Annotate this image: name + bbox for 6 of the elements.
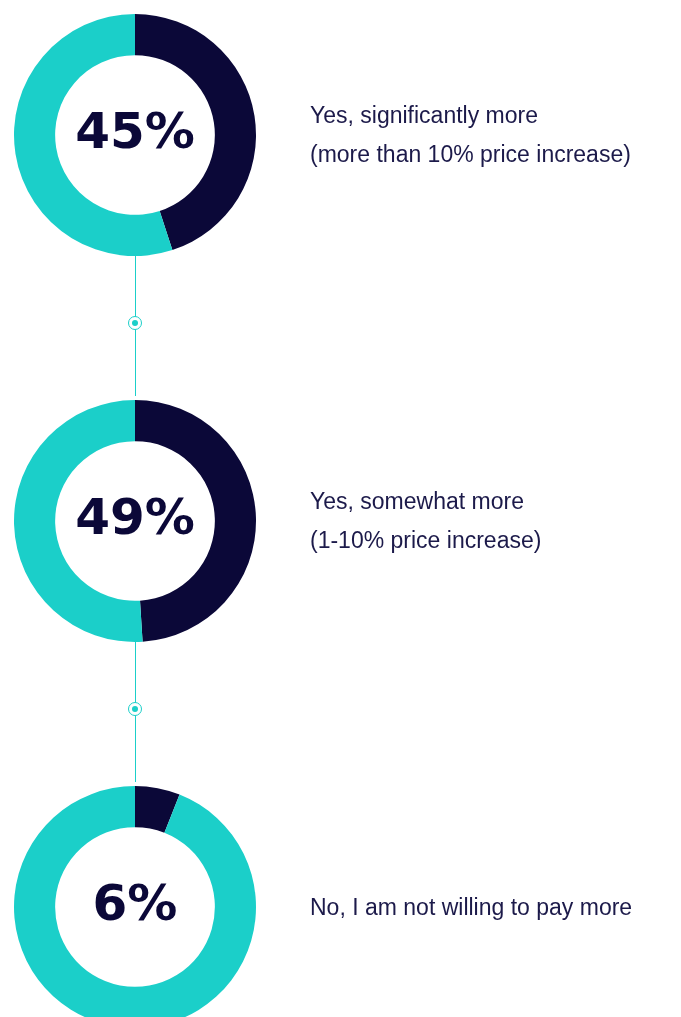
text: No, I am not willing to pay more xyxy=(310,892,633,922)
data-label: 45% xyxy=(75,101,195,160)
text: Yes, significantly more (more than 10% price increase) xyxy=(310,101,631,169)
data-label: 49% xyxy=(75,487,195,546)
data-label: 6% xyxy=(92,873,178,932)
text: Yes, somewhat more (1-10% price increase) xyxy=(310,487,542,555)
